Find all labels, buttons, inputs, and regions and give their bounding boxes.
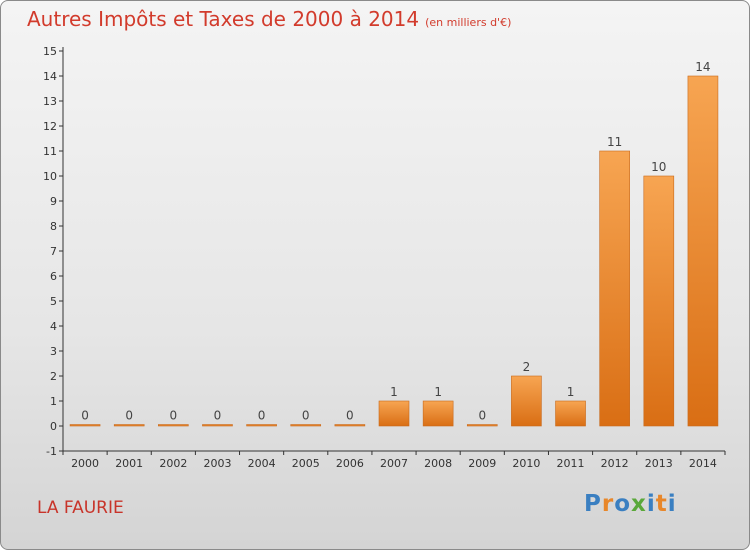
x-tick-label: 2002 [159, 457, 187, 470]
logo-letter: r [601, 491, 615, 517]
x-tick-label: 2003 [203, 457, 231, 470]
data-label: 11 [607, 135, 622, 149]
x-tick-label: 2000 [71, 457, 99, 470]
y-tick-label: 11 [43, 145, 57, 158]
bar [599, 150, 630, 427]
y-tick-label: 1 [50, 395, 57, 408]
bar [246, 424, 277, 427]
x-tick-label: 2001 [115, 457, 143, 470]
x-tick-label: 2007 [380, 457, 408, 470]
y-tick-label: 14 [43, 70, 57, 83]
x-tick-label: 2014 [689, 457, 717, 470]
data-label: 0 [214, 409, 222, 423]
bar [466, 424, 498, 427]
y-tick-label: 15 [43, 45, 57, 58]
data-label: 1 [567, 385, 575, 399]
data-label: 0 [346, 409, 354, 423]
x-tick-label: 2011 [557, 457, 585, 470]
data-label: 14 [695, 60, 710, 74]
y-tick-label: 0 [50, 420, 57, 433]
logo-letter: x [631, 491, 647, 517]
x-tick-label: 2009 [468, 457, 496, 470]
x-tick-label: 2006 [336, 457, 364, 470]
x-tick-label: 2012 [601, 457, 629, 470]
y-tick-label: 13 [43, 95, 57, 108]
y-tick-label: 6 [50, 270, 57, 283]
y-tick-label: 3 [50, 345, 57, 358]
data-label: 1 [390, 385, 398, 399]
x-tick-label: 2010 [512, 457, 540, 470]
data-label: 0 [302, 409, 310, 423]
x-tick-label: 2004 [248, 457, 276, 470]
y-tick-label: 7 [50, 245, 57, 258]
y-tick-label: 4 [50, 320, 57, 333]
logo-letter: t [655, 491, 668, 517]
bar [290, 424, 322, 427]
bar [158, 424, 189, 427]
bar [555, 400, 586, 427]
y-tick-label: 2 [50, 370, 57, 383]
y-tick-label: 5 [50, 295, 57, 308]
bar [334, 424, 366, 427]
data-label: 0 [170, 409, 178, 423]
commune-name: LA FAURIE [37, 498, 124, 518]
y-tick-label: 9 [50, 195, 57, 208]
bar [422, 400, 454, 427]
y-tick-label: 10 [43, 170, 57, 183]
chart-title-block: Autres Impôts et Taxes de 2000 à 2014 (en… [27, 7, 511, 31]
logo-letter: o [614, 491, 632, 517]
chart-title: Autres Impôts et Taxes de 2000 à 2014 [27, 7, 420, 31]
chart-subtitle: (en milliers d'€) [425, 16, 512, 29]
bar [69, 424, 101, 427]
data-label: 0 [81, 409, 89, 423]
data-label: 1 [434, 385, 442, 399]
bar [202, 424, 233, 427]
bar [643, 175, 675, 427]
x-tick-label: 2005 [292, 457, 320, 470]
data-label: 0 [478, 409, 486, 423]
proxiti-logo: Proxiti [584, 491, 677, 517]
data-label: 0 [125, 409, 133, 423]
logo-letter: i [646, 491, 656, 517]
x-tick-label: 2013 [645, 457, 673, 470]
y-tick-label: 8 [50, 220, 57, 233]
x-tick-label: 2008 [424, 457, 452, 470]
bar [378, 400, 410, 427]
bar [113, 424, 145, 427]
y-tick-label: -1 [46, 445, 57, 458]
bar [687, 75, 719, 427]
logo-letter: i [667, 491, 677, 517]
bar [511, 375, 542, 427]
data-label: 2 [523, 360, 531, 374]
data-label: 0 [258, 409, 266, 423]
logo-letter: P [584, 491, 602, 517]
data-label: 10 [651, 160, 666, 174]
y-tick-label: 12 [43, 120, 57, 133]
